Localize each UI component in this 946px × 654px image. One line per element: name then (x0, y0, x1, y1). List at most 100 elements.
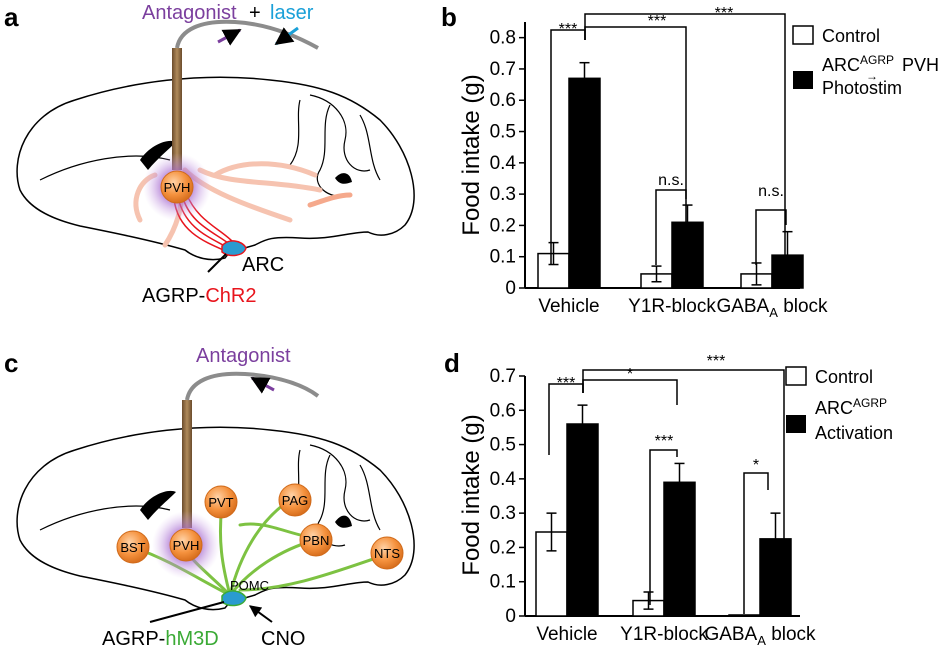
y-tick-label: 0.2 (490, 537, 516, 558)
panel-a-laser-arrow (274, 26, 299, 46)
bar-stim (568, 77, 601, 289)
panel-a-pvh-label: PVH (164, 180, 191, 195)
chart-b-legend-stim-line2: Photostim (822, 78, 902, 98)
y-tick-label: 0.7 (490, 366, 516, 387)
chart-b-sig-2: *** (648, 13, 667, 30)
y-tick-label: 0.8 (490, 28, 516, 49)
panel-a-pointer (207, 253, 227, 273)
chart-b-legend-stim-swatch (793, 71, 813, 89)
panel-c-nucleus-nts: NTS (370, 536, 404, 570)
panel-a-arc-label: ARC (242, 254, 284, 276)
chart-d-sig-2: * (627, 366, 633, 383)
panel-c-agrp-hm3d-label: AGRP-hM3D (102, 628, 219, 650)
panel-a-plus-label: + (249, 2, 261, 24)
panel-a-cannula (172, 48, 182, 170)
panel-a-projection (307, 192, 353, 208)
panel-c-nucleus-pvt: PVT (204, 485, 238, 519)
bar-stim (663, 481, 696, 617)
x-category-label: GABAA block (716, 296, 828, 320)
panel-c: c Antagonist PVT PAG (4, 345, 415, 650)
chart-b-sig-5: n.s. (758, 183, 784, 200)
panel-c-ventricle (140, 490, 176, 520)
panel-a-laser-label: laser (270, 2, 314, 24)
panel-c-ventricle-2 (335, 515, 352, 528)
panel-c-pomc-label: POMC (230, 578, 269, 593)
x-category-label: GABAA block (704, 624, 816, 648)
panel-c-nucleus-pvh: PVH (169, 528, 203, 562)
chart-b-legend-stim-label: ARCAGRP PVH (822, 53, 939, 75)
panel-a-cerebellum (289, 94, 381, 197)
bar-control (728, 614, 761, 617)
panel-a-agrp-chr2-label: AGRP-ChR2 (142, 285, 256, 307)
panel-c-bst-label: BST (120, 540, 145, 555)
chart-d-sig-4: *** (655, 433, 674, 450)
panel-d-letter: d (444, 348, 460, 378)
y-tick-label: 0.6 (490, 90, 516, 111)
panel-c-cno-label: CNO (261, 628, 305, 650)
chart-d-legend-stim-swatch (786, 415, 806, 433)
panel-c-cannula (182, 400, 192, 528)
chart-b-sig-1: *** (559, 21, 578, 38)
y-tick-label: 0.7 (490, 59, 516, 80)
panel-c-cable (185, 371, 320, 401)
panel-c-brain-outline (16, 426, 415, 611)
panel-c-cno-arrow (249, 605, 273, 623)
y-tick-label: 0.3 (490, 184, 516, 205)
chart-d-sig-1: *** (557, 375, 576, 392)
chart-d-legend-stim-line2: Activation (815, 423, 893, 443)
panel-a-antagonist-label: Antagonist (142, 2, 237, 24)
chart-d-legend-control-swatch (785, 366, 807, 386)
panel-c-pvt-label: PVT (208, 495, 233, 510)
panel-a-brain-outline (16, 76, 415, 261)
panel-a-pvh-nucleus (160, 170, 194, 204)
panel-b-letter: b (441, 2, 457, 32)
y-tick-label: 0 (505, 278, 516, 299)
x-category-label: Vehicle (536, 624, 597, 645)
panel-c-pvh-label: PVH (173, 538, 200, 553)
x-category-label: Vehicle (538, 296, 599, 317)
panel-c-pbn-label: PBN (303, 533, 330, 548)
chart-d-sig-5: * (753, 457, 759, 474)
chart-d-legend-control-label: Control (815, 367, 873, 387)
panel-c-pointer (149, 601, 225, 623)
panel-a-projection (212, 161, 318, 178)
x-category-label: Y1R-block (620, 624, 708, 645)
y-tick-label: 0.1 (490, 247, 516, 268)
panel-a-ventricle (140, 140, 176, 170)
y-tick-label: 0.6 (490, 400, 516, 421)
panel-a-ventricle-2 (335, 173, 352, 184)
chart-b-legend-stim-arrow: → (866, 69, 878, 83)
bar-stim (566, 423, 599, 617)
chart-b: 0 0.1 0.2 0.3 0.4 0.5 0.6 0.7 0.8 Vehicle Y1R-bloc… (490, 22, 828, 320)
chart-b-sig-3: *** (715, 5, 734, 22)
panel-c-nts-label: NTS (374, 546, 400, 561)
y-tick-label: 0.4 (490, 469, 517, 490)
panel-c-cerebellum (289, 444, 381, 547)
y-tick-label: 0.5 (490, 122, 516, 143)
panel-a-projection (197, 167, 323, 193)
panel-c-antagonist-arrow (250, 376, 275, 394)
y-tick-label: 0.3 (490, 503, 516, 524)
chart-d-legend-stim-label: ARCAGRP (815, 396, 887, 418)
y-tick-label: 0 (505, 606, 516, 627)
panel-b: b Food intake (g) 0 0.1 0.2 0.3 0.4 0.5 0.6 0.7… (441, 2, 939, 320)
panel-a-fiber-cable (175, 19, 319, 50)
chart-b-legend-control-label: Control (822, 26, 880, 46)
panel-a-letter: a (4, 2, 19, 32)
chart-b-sig-4: n.s. (658, 172, 684, 189)
panel-a: a PVH Antagonist + (4, 2, 415, 307)
y-tick-label: 0.2 (490, 215, 516, 236)
panel-c-nucleus-pbn: PBN (299, 523, 333, 557)
panel-c-pag-label: PAG (282, 493, 309, 508)
y-tick-label: 0.1 (490, 572, 516, 593)
panel-a-arc-nucleus (221, 240, 247, 257)
panel-d: d Food intake (g) 0 0.1 0.2 0.3 0.4 0.5 0.6 0.7… (444, 348, 893, 648)
chart-d-ylabel: Food intake (g) (458, 414, 485, 575)
panel-c-nucleus-pag: PAG (278, 483, 312, 517)
x-category-label: Y1R-block (628, 296, 716, 317)
chart-b-brackets (550, 13, 787, 265)
chart-b-legend-control-swatch (792, 25, 814, 45)
panel-c-letter: c (4, 348, 18, 378)
chart-d-sig-3: *** (707, 353, 726, 370)
